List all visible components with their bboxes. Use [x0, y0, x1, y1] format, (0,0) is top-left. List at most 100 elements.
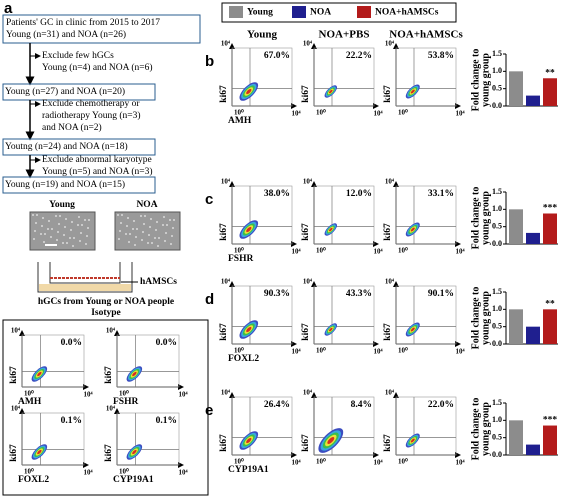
cell — [87, 227, 89, 229]
axis-min: 10⁰ — [316, 109, 326, 117]
panel-label: e — [205, 402, 213, 419]
cell — [88, 219, 90, 221]
marker-label: CYP19A1 — [113, 475, 154, 485]
axis-max: 10⁴ — [83, 391, 93, 399]
axis-max: 10⁴ — [373, 459, 383, 467]
cell — [135, 236, 137, 238]
cell — [121, 214, 123, 216]
y-tick-label: 0.5 — [492, 432, 502, 441]
plot-frame — [21, 334, 85, 388]
bar — [509, 309, 523, 344]
bar — [543, 425, 557, 455]
cell — [35, 222, 37, 224]
micrograph-label: Young — [49, 200, 75, 210]
bar-y-label: young group — [480, 402, 491, 456]
density-blob — [410, 227, 415, 232]
cell — [70, 229, 72, 231]
plot-frame — [231, 185, 293, 245]
cell — [147, 242, 149, 244]
exclusion-text: Exclude chemotherapy or — [42, 99, 140, 109]
cell — [59, 215, 61, 217]
cell — [63, 234, 65, 236]
density-blob — [410, 438, 415, 443]
exclusion-text: Young (n=4) and NOA (n=6) — [42, 62, 153, 73]
cell — [41, 225, 43, 227]
percent: 22.0% — [428, 400, 454, 410]
density-blob — [37, 371, 42, 377]
significance: ** — [545, 68, 555, 78]
percent: 43.3% — [346, 289, 372, 299]
cell — [141, 239, 143, 241]
cell — [86, 235, 88, 237]
cell — [172, 227, 174, 229]
cell — [134, 244, 136, 246]
plot-frame — [231, 285, 293, 345]
cell — [162, 224, 164, 226]
cell — [44, 233, 46, 235]
cell — [164, 240, 166, 242]
cell — [150, 218, 152, 220]
axis-min: 10⁰ — [119, 390, 129, 398]
axis-min: 10⁰ — [24, 468, 34, 476]
cell — [57, 231, 59, 233]
exclusion-text: Exclude abnormal karyotype — [42, 155, 152, 165]
axis-max: 10⁴ — [291, 248, 301, 256]
bar-y-label: young group — [480, 191, 491, 245]
y-tick-label: 1.0 — [492, 66, 502, 75]
flow-box — [2, 14, 201, 44]
percent: 0.1% — [61, 416, 82, 426]
axis-min: 10⁰ — [316, 458, 326, 466]
cell — [117, 214, 119, 216]
legend-label: Young — [247, 8, 273, 18]
cell — [32, 214, 34, 216]
percent: 67.0% — [264, 51, 290, 61]
exclusion-text: Young (n=5) and NOA (n=3) — [42, 166, 153, 177]
density-blob — [329, 227, 333, 232]
legend-label: NOA+hAMSCs — [375, 8, 439, 18]
bar — [526, 444, 540, 455]
axis-max: 10⁴ — [385, 178, 395, 186]
flow-box — [2, 83, 156, 101]
coculture-label: hAMSCs — [140, 277, 177, 287]
cell — [143, 223, 145, 225]
percent: 0.1% — [156, 416, 177, 426]
density-blob — [329, 327, 333, 332]
y-axis-label: ki67 — [301, 223, 311, 241]
cell — [47, 228, 49, 230]
cell — [43, 241, 45, 243]
y-tick-label: 0.5 — [492, 83, 502, 92]
axis-max: 10⁴ — [385, 278, 395, 286]
plot-frame — [313, 396, 375, 456]
bar-y-label: Fold change to — [470, 287, 481, 350]
cell — [169, 219, 171, 221]
cell — [144, 215, 146, 217]
axis-max: 10⁴ — [455, 110, 465, 118]
y-axis-label: ki67 — [383, 323, 393, 341]
cell — [79, 240, 81, 242]
bar-y-label: young group — [480, 53, 491, 107]
density-blob — [37, 449, 42, 455]
exclusion-text: and NOA (n=2) — [42, 122, 102, 133]
bar — [526, 326, 540, 344]
bar-y-label: young group — [480, 291, 491, 345]
y-axis-label: ki67 — [104, 366, 114, 384]
plot-frame — [231, 396, 293, 456]
y-tick-label: 0.0 — [492, 450, 502, 459]
cell — [170, 243, 172, 245]
legend-swatch — [292, 6, 306, 18]
axis-min: 10⁰ — [234, 247, 244, 255]
plot-frame — [313, 285, 375, 345]
density-blob — [246, 226, 252, 233]
y-axis-label: ki67 — [219, 85, 229, 103]
axis-max: 10⁴ — [178, 391, 188, 399]
column-header: NOA+hAMSCs — [389, 29, 463, 41]
axis-max: 10⁴ — [11, 327, 21, 335]
y-axis-label: ki67 — [383, 85, 393, 103]
axis-min: 10⁰ — [234, 109, 244, 117]
y-axis-label: ki67 — [219, 434, 229, 452]
cell — [65, 218, 67, 220]
cell — [78, 216, 80, 218]
y-tick-label: 1.5 — [492, 187, 502, 196]
cell — [156, 221, 158, 223]
